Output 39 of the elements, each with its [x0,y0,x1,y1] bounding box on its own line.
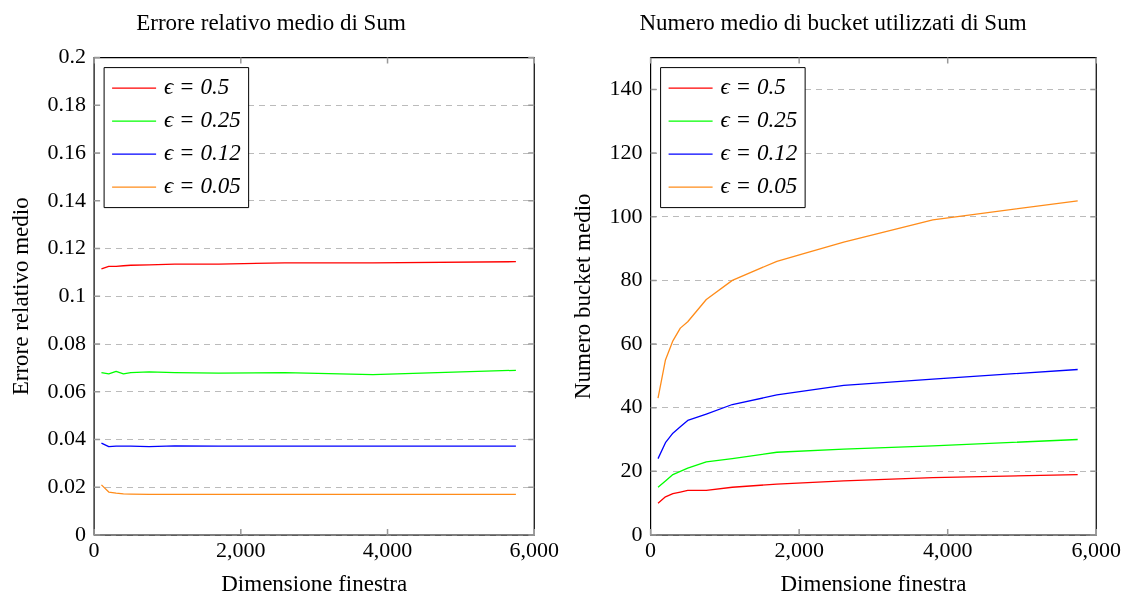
y-axis-title: Errore relativo medio [7,197,33,396]
x-tick-label: 6,000 [509,536,559,562]
x-tick-label: 6,000 [1071,536,1121,562]
legend-label: ϵ = 0.25 [164,107,241,133]
y-tick-label: 140 [609,75,643,101]
y-tick-label: 20 [620,457,643,483]
x-tick-label: 2,000 [774,536,824,562]
chart-title: Numero medio di bucket utilizzati di Sum [639,9,1027,35]
legend-label: ϵ = 0.05 [720,173,798,199]
x-tick-label: 2,000 [216,536,266,562]
y-tick-label: 60 [620,329,643,355]
y-tick-label: 0.1 [58,282,87,308]
y-tick-label: 0.02 [47,473,87,499]
y-tick-label: 0.04 [47,425,87,451]
x-axis-title: Dimensione finestra [221,571,408,597]
x-tick-label: 4,000 [362,536,413,562]
y-tick-label: 0.16 [47,138,87,164]
legend-label: ϵ = 0.25 [720,107,798,133]
legend-label: ϵ = 0.5 [720,74,786,100]
y-tick-label: 120 [609,138,643,164]
legend-label: ϵ = 0.12 [720,140,798,166]
y-tick-label: 0.06 [47,377,87,403]
y-axis-title: Numero bucket medio [569,193,595,400]
x-tick-label: 4,000 [922,536,973,562]
y-tick-label: 0 [631,520,643,546]
legend-label: ϵ = 0.12 [164,140,241,166]
y-tick-label: 0 [75,520,87,546]
legend-label: ϵ = 0.05 [164,173,241,199]
y-tick-label: 80 [620,266,643,292]
y-tick-label: 0.14 [47,186,87,212]
y-tick-label: 0.12 [47,234,87,260]
y-tick-label: 40 [620,393,643,419]
x-axis-title: Dimensione finestra [780,571,967,597]
y-tick-label: 100 [609,202,643,228]
y-tick-label: 0.08 [47,329,87,355]
y-tick-label: 0.18 [47,91,87,117]
chart-title: Errore relativo medio di Sum [136,9,406,35]
legend-label: ϵ = 0.5 [164,74,230,100]
y-tick-label: 0.2 [58,43,87,69]
